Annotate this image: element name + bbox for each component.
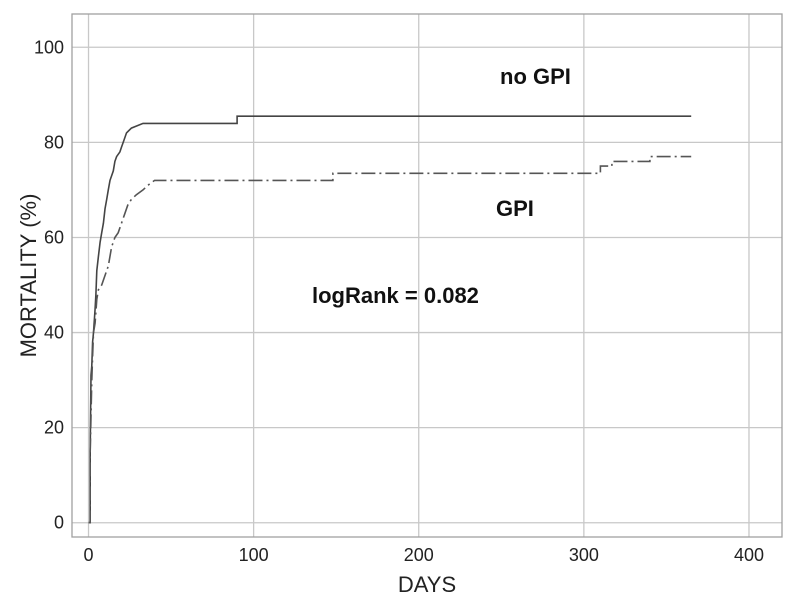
y-tick-label: 0 [54, 513, 64, 533]
x-tick-label: 100 [239, 545, 269, 565]
y-tick-label: 40 [44, 323, 64, 343]
series-line-gpi [88, 155, 692, 524]
annotation-gpi: GPI [496, 196, 534, 221]
grid-lines [72, 14, 782, 537]
y-tick-label: 60 [44, 227, 64, 247]
annotation-logrank: logRank = 0.082 [312, 283, 479, 308]
y-tick-label: 80 [44, 132, 64, 152]
series-layer [88, 115, 692, 524]
y-tick-label: 20 [44, 418, 64, 438]
tick-labels: 0 20 40 60 80 100 0 100 200 300 400 [34, 37, 764, 565]
y-axis-title: MORTALITY (%) [16, 194, 41, 358]
x-axis-title: DAYS [398, 572, 456, 597]
y-tick-label: 100 [34, 37, 64, 57]
plot-frame [71, 13, 783, 538]
annotation-no-gpi: no GPI [500, 64, 571, 89]
x-tick-label: 300 [569, 545, 599, 565]
x-tick-label: 400 [734, 545, 764, 565]
x-tick-label: 200 [404, 545, 434, 565]
x-tick-label: 0 [84, 545, 94, 565]
series-line-no-gpi [88, 115, 692, 524]
